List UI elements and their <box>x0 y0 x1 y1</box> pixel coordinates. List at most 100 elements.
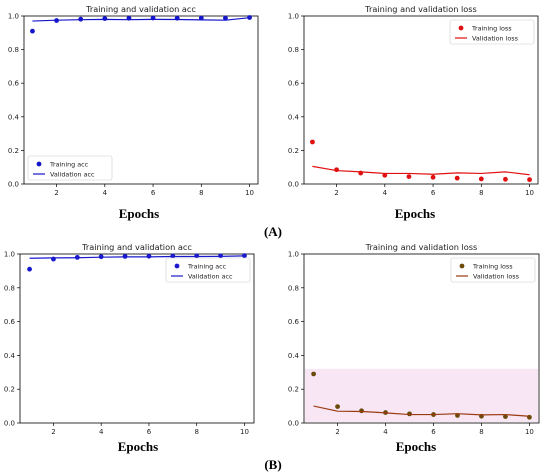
plot-frame <box>23 15 259 185</box>
y-tick-label: 0.0 <box>4 420 15 428</box>
data-point-training <box>311 371 316 377</box>
legend-box <box>27 155 113 181</box>
y-tick-label: 0.2 <box>4 386 15 394</box>
data-point-training <box>503 414 508 419</box>
x-tick-label: 10 <box>525 428 534 436</box>
legend-box <box>450 257 536 283</box>
x-tick-label: 10 <box>240 428 249 436</box>
x-tick-label: 8 <box>194 428 198 436</box>
data-point-training <box>27 266 32 272</box>
y-tick-label: 0.4 <box>8 113 20 121</box>
y-tick-label: 0.6 <box>8 80 20 88</box>
series-line-validation <box>312 165 530 176</box>
y-tick-label: 1.0 <box>8 13 19 21</box>
x-tick-label: 4 <box>383 428 388 436</box>
y-tick-label: 0.0 <box>288 420 299 428</box>
data-point-training <box>194 253 200 259</box>
legend: Training loss Validation loss <box>449 19 535 45</box>
data-point-training <box>146 253 152 259</box>
legend-marker-swatch <box>36 161 42 167</box>
legend: Training acc Validation acc <box>27 155 113 181</box>
chart-title: Training and validation acc <box>81 242 192 252</box>
x-tick-label: 4 <box>103 189 108 197</box>
series-line-validation <box>32 17 250 22</box>
y-tick-label: 0.2 <box>288 386 299 394</box>
panel-label-a: (A) <box>264 224 282 239</box>
legend-box <box>165 257 251 283</box>
legend-entry-label: Training acc <box>187 263 227 271</box>
data-point-training <box>30 28 35 34</box>
plot-frame <box>303 15 539 185</box>
x-tick-label: 2 <box>54 189 58 197</box>
x-tick-label: 4 <box>99 428 104 436</box>
legend-box <box>449 19 535 45</box>
x-tick-label: 2 <box>335 428 339 436</box>
charts-layer: Training and validation acc 2 4 6 8 10 0.0 0.2 0… <box>4 4 540 454</box>
y-tick-label: 0.6 <box>288 318 300 326</box>
data-point-training <box>478 176 484 182</box>
x-tick-label: 6 <box>151 189 156 197</box>
y-tick-label: 0.4 <box>4 352 16 360</box>
chart-b-loss: Training and validation loss 2 4 6 8 10 0.0 0.2… <box>288 242 540 454</box>
legend-entry-label: Training loss <box>472 263 513 271</box>
legend: Training loss Validation loss <box>450 257 536 283</box>
chart-title: Training and validation loss <box>364 4 477 14</box>
x-axis-label: Epochs <box>118 439 158 454</box>
legend-entry-label: Training loss <box>471 25 512 33</box>
data-point-training <box>247 15 252 20</box>
x-tick-label: 6 <box>431 428 436 436</box>
y-tick-label: 0.4 <box>288 113 300 121</box>
x-axis-label: Epochs <box>396 439 436 454</box>
series-line-validation <box>313 405 530 417</box>
data-point-training <box>359 408 364 414</box>
legend: Training acc Validation acc <box>165 257 251 283</box>
plot-frame <box>19 253 255 424</box>
data-point-training <box>223 15 228 21</box>
x-tick-label: 8 <box>479 189 483 197</box>
chart-a-acc: Training and validation acc 2 4 6 8 10 0.0 0.2 0… <box>8 4 259 221</box>
data-point-training <box>406 174 412 180</box>
x-tick-label: 10 <box>245 189 254 197</box>
y-tick-label: 0.0 <box>8 181 19 189</box>
legend-entry-label: Validation acc <box>50 171 95 179</box>
y-tick-label: 0.6 <box>4 318 16 326</box>
data-point-training <box>198 15 204 21</box>
x-axis-label: Epochs <box>119 206 159 221</box>
chart-title: Training and validation acc <box>85 4 196 14</box>
y-tick-label: 0.8 <box>288 46 299 54</box>
x-tick-label: 2 <box>334 189 338 197</box>
background-band <box>305 368 538 422</box>
x-tick-label: 8 <box>199 189 203 197</box>
y-tick-label: 0.8 <box>8 46 19 54</box>
chart-title: Training and validation loss <box>365 242 478 252</box>
x-tick-label: 6 <box>431 189 436 197</box>
legend-entry-label: Validation acc <box>188 273 233 281</box>
x-tick-label: 8 <box>479 428 483 436</box>
y-tick-label: 0.2 <box>288 147 299 155</box>
chart-b-acc: Training and validation acc 2 4 6 8 10 0.0 0.2 0… <box>4 242 255 454</box>
legend-entry-label: Training acc <box>49 161 89 169</box>
legend-marker-swatch <box>458 25 464 31</box>
x-tick-label: 2 <box>51 428 55 436</box>
data-point-training <box>242 253 247 259</box>
legend-entry-label: Validation loss <box>473 273 520 281</box>
series-line-validation <box>29 255 245 259</box>
x-tick-label: 4 <box>383 189 388 197</box>
data-point-training <box>454 175 460 181</box>
data-point-training <box>527 177 532 183</box>
y-tick-label: 0.8 <box>288 284 299 292</box>
y-tick-label: 0.0 <box>288 181 299 189</box>
y-tick-label: 1.0 <box>4 251 15 259</box>
data-point-training <box>102 16 108 21</box>
y-tick-label: 0.8 <box>4 284 15 292</box>
chart-a-loss: Training and validation loss 2 4 6 8 10 0.0 0.2… <box>288 4 539 221</box>
panel-label-b: (B) <box>264 457 281 472</box>
data-point-training <box>382 172 388 178</box>
x-tick-label: 6 <box>147 428 152 436</box>
y-tick-label: 0.4 <box>288 352 300 360</box>
data-point-training <box>335 404 340 410</box>
data-point-training <box>503 176 508 182</box>
plot-frame <box>303 253 540 424</box>
x-axis-label: Epochs <box>395 206 435 221</box>
